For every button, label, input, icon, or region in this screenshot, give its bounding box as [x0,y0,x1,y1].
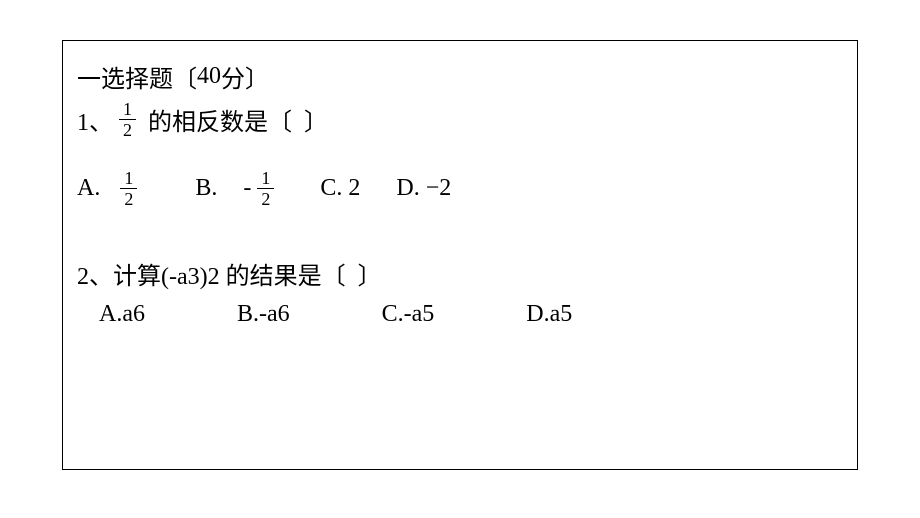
q1-option-c: C. 2 [320,175,360,202]
q1-c-label: C. 2 [320,175,360,202]
q1-b-minus: - [243,175,251,202]
q2-text: 2、计算(-a3)2 的结果是〔 〕 [77,256,382,291]
q1-options: A. 1 2 B. - 1 2 C. 2 D. −2 [77,169,843,208]
q1-b-num: 1 [257,169,274,188]
q2-options: A.a6 B.-a6 C.-a5 D.a5 [77,301,843,328]
q1-stem: 1、 1 2 的相反数是〔 〕 [77,100,843,139]
q1-option-a: A. 1 2 [77,169,143,208]
q1-a-label: A. [77,175,100,202]
q1-frac-den: 2 [119,119,136,139]
q1-fraction: 1 2 [119,100,136,139]
q1-a-den: 2 [120,188,137,208]
q2-option-d: D.a5 [526,301,572,328]
q2-stem: 2、计算(-a3)2 的结果是〔 〕 [77,256,843,291]
heading-prefix: 一选择题〔 [77,59,197,94]
heading-suffix: 分〕 [221,59,269,94]
q1-prefix: 1、 [77,102,113,137]
q2-option-a: A.a6 [99,301,145,328]
q1-b-label: B. [195,175,217,202]
heading-points: 40 [197,63,221,90]
q1-a-fraction: 1 2 [120,169,137,208]
question-frame: 一选择题〔 40 分〕 1、 1 2 的相反数是〔 〕 A. 1 2 B. - … [62,40,858,470]
q1-frac-num: 1 [119,100,136,119]
q1-d-label: D. −2 [396,175,451,202]
q2-option-c: C.-a5 [382,301,435,328]
q1-after: 的相反数是〔 〕 [142,102,328,137]
q1-b-den: 2 [257,188,274,208]
q1-a-num: 1 [120,169,137,188]
section-heading: 一选择题〔 40 分〕 [77,59,843,94]
q2-option-b: B.-a6 [237,301,290,328]
q1-b-fraction: 1 2 [257,169,274,208]
q1-option-b: B. - 1 2 [195,169,280,208]
q1-option-d: D. −2 [396,175,451,202]
